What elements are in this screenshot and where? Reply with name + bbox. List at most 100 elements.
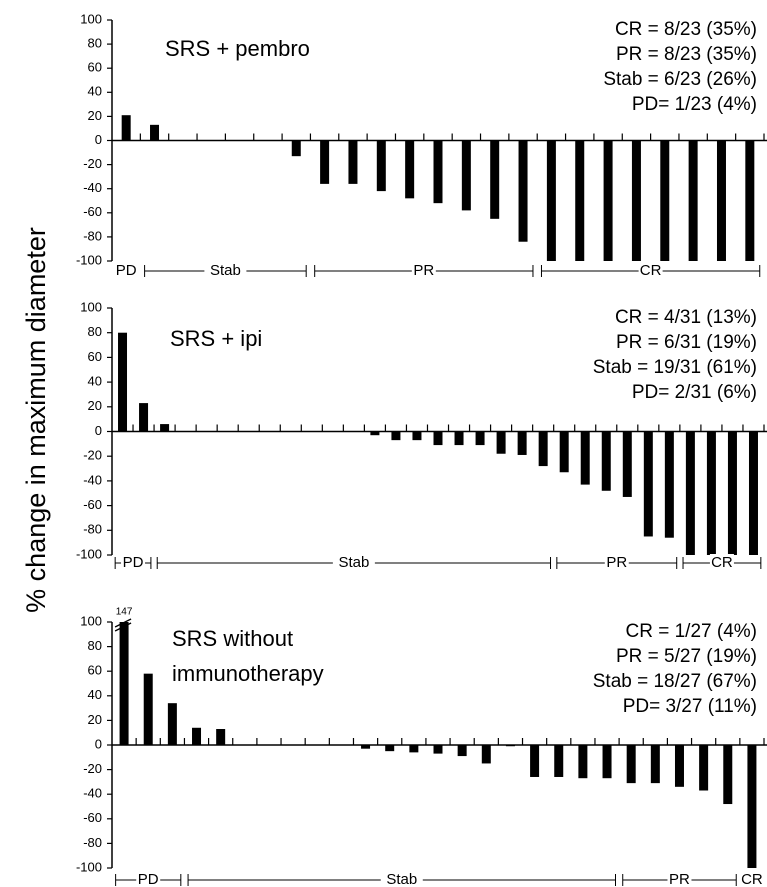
bar <box>505 745 515 747</box>
bar <box>626 745 636 784</box>
axis-break <box>114 622 132 632</box>
bar <box>361 745 371 749</box>
y-tick-label: 80 <box>88 324 102 339</box>
bar <box>160 424 170 432</box>
group-label-bg <box>380 871 423 887</box>
bar <box>370 431 380 436</box>
group-label: CR <box>741 871 763 887</box>
value-label: 147 <box>116 607 133 618</box>
bar <box>554 745 564 777</box>
bar <box>575 140 585 261</box>
bar <box>490 140 500 219</box>
y-axis-label: % change in maximum diameter <box>21 227 51 613</box>
bar <box>412 431 422 441</box>
y-tick-label: -20 <box>83 761 102 776</box>
bar <box>546 140 556 261</box>
y-tick-label: 40 <box>88 84 102 99</box>
y-tick-label: 20 <box>88 712 102 727</box>
group-label-bg <box>332 554 375 572</box>
group-label-bg <box>204 262 247 280</box>
bar <box>603 140 613 261</box>
bar <box>650 745 660 784</box>
y-tick-label: 80 <box>88 36 102 51</box>
group-label-bg <box>411 262 436 280</box>
group-label: Stab <box>386 871 417 887</box>
bar <box>706 431 716 555</box>
bar <box>391 431 401 441</box>
bar <box>433 431 443 446</box>
bar <box>118 332 128 432</box>
y-tick-label: -60 <box>83 810 102 825</box>
y-tick-label: 60 <box>88 349 102 364</box>
bar <box>580 431 590 485</box>
y-tick-label: -40 <box>83 472 102 487</box>
group-label-bg <box>136 871 161 887</box>
y-tick-label: 60 <box>88 60 102 75</box>
annotation: CR = 1/27 (4%) <box>626 621 757 642</box>
bar <box>139 403 149 432</box>
axis-break <box>114 618 132 628</box>
group-label: PR <box>413 262 434 279</box>
bar <box>631 140 641 261</box>
bar <box>745 140 755 261</box>
bar <box>348 140 358 184</box>
y-tick-label: -40 <box>83 786 102 801</box>
annotation: Stab = 6/23 (26%) <box>603 69 757 90</box>
y-tick-label: -80 <box>83 228 102 243</box>
group-label-bg <box>604 554 629 572</box>
bar <box>518 140 528 242</box>
annotation: PR = 8/23 (35%) <box>616 44 757 65</box>
bar <box>150 124 160 141</box>
bar <box>747 745 757 868</box>
annotation: PR = 5/27 (19%) <box>616 646 757 667</box>
annotation: CR = 4/31 (13%) <box>615 307 757 328</box>
y-tick-label: 100 <box>80 299 102 314</box>
y-tick-label: 40 <box>88 687 102 702</box>
y-tick-label: 100 <box>80 613 102 628</box>
bar <box>674 745 684 787</box>
group-label-bg <box>121 554 146 572</box>
group-label: Stab <box>210 262 241 279</box>
bar <box>699 745 709 791</box>
bar <box>475 431 485 446</box>
bar <box>320 140 330 184</box>
y-tick-label: -80 <box>83 522 102 537</box>
y-tick-label: 60 <box>88 663 102 678</box>
group-label: CR <box>711 554 733 571</box>
bar <box>385 745 395 752</box>
annotation: Stab = 19/31 (61%) <box>593 357 757 378</box>
bar <box>517 431 527 455</box>
y-tick-label: -60 <box>83 497 102 512</box>
panel-title: SRS + ipi <box>170 326 262 351</box>
group-label-bg <box>638 262 663 280</box>
y-tick-label: -20 <box>83 448 102 463</box>
y-tick-label: -100 <box>76 859 102 874</box>
y-tick-label: -20 <box>83 156 102 171</box>
annotation: CR = 8/23 (35%) <box>615 19 757 40</box>
y-tick-label: 20 <box>88 398 102 413</box>
annotation: PD= 1/23 (4%) <box>632 94 757 115</box>
annotation: PR = 6/31 (19%) <box>616 332 757 353</box>
panel-title: immunotherapy <box>172 661 324 686</box>
group-label-bg <box>667 871 692 887</box>
y-tick-label: 100 <box>80 11 102 26</box>
group-label: PR <box>606 554 627 571</box>
y-tick-label: 0 <box>95 423 102 438</box>
group-label-bg <box>709 554 734 572</box>
bar <box>143 673 153 745</box>
bar <box>433 140 443 204</box>
panel-title: SRS + pembro <box>165 36 310 61</box>
bar <box>405 140 415 199</box>
bar <box>409 745 419 753</box>
y-tick-label: -60 <box>83 204 102 219</box>
y-tick-label: 20 <box>88 108 102 123</box>
bar <box>664 431 674 538</box>
bar <box>578 745 588 779</box>
group-label: CR <box>640 262 662 279</box>
group-label: Stab <box>338 554 369 571</box>
y-tick-label: 80 <box>88 638 102 653</box>
bar <box>530 745 540 777</box>
bar <box>433 745 443 754</box>
y-tick-label: -40 <box>83 180 102 195</box>
